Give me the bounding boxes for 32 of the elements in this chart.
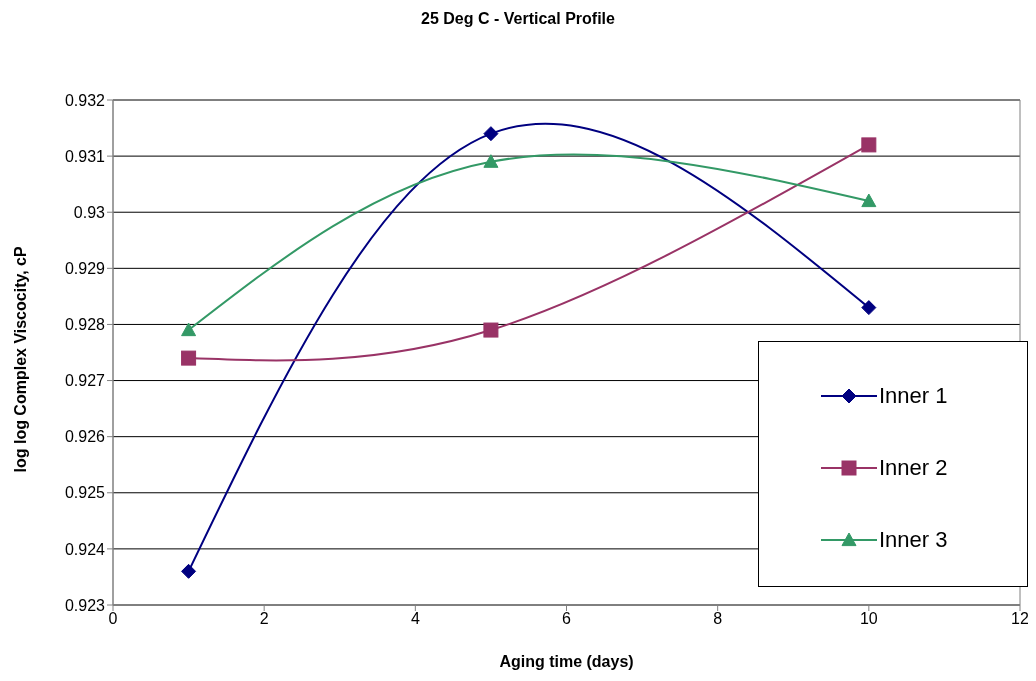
y-tick-label: 0.925 xyxy=(64,484,106,502)
point xyxy=(483,322,499,338)
point xyxy=(483,126,499,142)
x-tick-label: 2 xyxy=(259,610,269,628)
point xyxy=(181,322,197,337)
y-tick-label: 0.932 xyxy=(64,91,106,109)
point xyxy=(181,350,197,366)
x-axis-title: Aging time (days) xyxy=(499,653,634,670)
y-tick-label: 0.931 xyxy=(64,147,106,165)
y-tick-label: 0.923 xyxy=(64,596,106,614)
x-tick-label: 12 xyxy=(1011,610,1029,628)
point xyxy=(861,137,877,153)
chart-title: 25 Deg C - Vertical Profile xyxy=(420,9,616,29)
y-tick-label: 0.928 xyxy=(64,316,106,334)
point xyxy=(181,563,197,579)
x-tick-label: 8 xyxy=(713,610,723,628)
point xyxy=(483,154,499,168)
legend-label: Inner 3 xyxy=(879,527,948,553)
x-tick-label: 10 xyxy=(859,610,878,628)
y-tick-label: 0.926 xyxy=(64,428,106,446)
y-tick-label: 0.924 xyxy=(64,540,106,558)
y-tick-label: 0.929 xyxy=(64,260,106,278)
x-tick-label: 6 xyxy=(562,610,572,628)
y-tick-label: 0.93 xyxy=(73,203,106,221)
x-tick-label: 0 xyxy=(108,610,118,628)
legend-label: Inner 1 xyxy=(879,383,948,409)
legend-label: Inner 2 xyxy=(879,455,948,481)
point xyxy=(861,193,877,208)
y-axis-title: log log Complex Viscocity, cP xyxy=(11,246,29,473)
point xyxy=(861,300,877,316)
x-tick-label: 4 xyxy=(410,610,420,628)
y-tick-label: 0.927 xyxy=(64,372,106,390)
